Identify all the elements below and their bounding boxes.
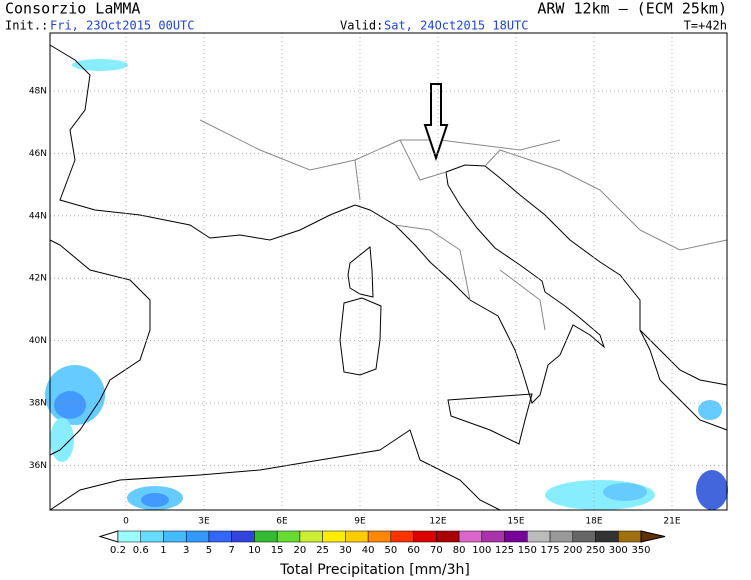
colorbar-swatch bbox=[390, 530, 414, 543]
colorbar-label: 0.6 bbox=[133, 545, 149, 556]
colorbar-label: 50 bbox=[385, 545, 398, 556]
colorbar-label: 15 bbox=[271, 545, 284, 556]
lat-label: 44N bbox=[29, 211, 47, 221]
colorbar-swatch bbox=[163, 530, 187, 543]
coast-corsica bbox=[347, 246, 374, 298]
lat-label: 48N bbox=[29, 87, 47, 97]
colorbar-swatch bbox=[231, 530, 255, 543]
colorbar-swatch bbox=[572, 530, 596, 543]
pointer-arrow bbox=[423, 83, 449, 162]
colorbar-swatch bbox=[345, 530, 369, 543]
colorbar-label: 1 bbox=[160, 545, 166, 556]
colorbar-low-end bbox=[98, 530, 119, 543]
colorbar-swatch bbox=[413, 530, 437, 543]
colorbar-label: 40 bbox=[362, 545, 375, 556]
lead-time: T=+42h bbox=[684, 19, 727, 33]
colorbar-swatch bbox=[527, 530, 551, 543]
colorbar-swatch bbox=[618, 530, 642, 543]
colorbar-label: 300 bbox=[609, 545, 628, 556]
colorbar-label: 70 bbox=[430, 545, 443, 556]
colorbar-swatch bbox=[208, 530, 232, 543]
coast-europe bbox=[49, 44, 356, 241]
colorbar-title: Total Precipitation [mm/3h] bbox=[279, 562, 470, 578]
coast-italy bbox=[354, 164, 728, 404]
title: Consorzio LaMMA bbox=[5, 0, 140, 18]
colorbar-swatch bbox=[322, 530, 346, 543]
colorbar-swatch bbox=[595, 530, 619, 543]
colorbar-label: 0.2 bbox=[110, 545, 126, 556]
coast-sardinia bbox=[339, 297, 382, 376]
colorbar-swatch bbox=[117, 530, 141, 543]
colorbar-label: 175 bbox=[540, 545, 559, 556]
lat-label: 42N bbox=[29, 274, 47, 284]
coast-greece bbox=[639, 329, 728, 431]
colorbar-label: 350 bbox=[631, 545, 650, 556]
lon-label: 15E bbox=[507, 517, 524, 527]
colorbar-swatch bbox=[367, 530, 392, 543]
lon-label: 12E bbox=[429, 517, 446, 527]
borders bbox=[199, 119, 728, 331]
colorbar-label: 30 bbox=[339, 545, 352, 556]
lon-label: 0 bbox=[123, 517, 129, 527]
colorbar-swatch bbox=[436, 530, 460, 543]
model: ARW 12km – (ECM 25km) bbox=[537, 0, 727, 18]
lat-label: 38N bbox=[29, 399, 47, 409]
lon-label: 3E bbox=[198, 517, 210, 527]
lon-label: 21E bbox=[663, 517, 680, 527]
coast-sicily bbox=[447, 393, 533, 445]
colorbar-high-end bbox=[640, 530, 666, 543]
colorbar-swatch bbox=[458, 530, 483, 543]
colorbar-swatch bbox=[185, 530, 210, 543]
map-area bbox=[45, 33, 728, 511]
colorbar-label: 25 bbox=[316, 545, 329, 556]
colorbar-swatch bbox=[549, 530, 574, 543]
colorbar-swatch bbox=[140, 530, 164, 543]
coast-spain bbox=[49, 239, 151, 456]
map-frame bbox=[49, 32, 728, 511]
colorbar-label: 100 bbox=[472, 545, 491, 556]
precip bbox=[45, 59, 728, 510]
init-time: Fri, 23Oct2015 00UTC bbox=[50, 19, 195, 33]
colorbar-label: 250 bbox=[586, 545, 605, 556]
colorbar-swatch bbox=[504, 530, 528, 543]
colorbar-label: 10 bbox=[248, 545, 261, 556]
coast-africa bbox=[49, 429, 501, 511]
colorbar-swatch bbox=[299, 530, 323, 543]
colorbar-swatch bbox=[254, 530, 278, 543]
colorbar-label: 5 bbox=[206, 545, 212, 556]
colorbar-label: 7 bbox=[229, 545, 235, 556]
lat-label: 40N bbox=[29, 336, 47, 346]
valid-time: Sat, 24Oct2015 18UTC bbox=[384, 19, 529, 33]
valid-label: Valid: bbox=[340, 19, 383, 33]
colorbar-swatch bbox=[276, 530, 301, 543]
colorbar-label: 80 bbox=[453, 545, 466, 556]
colorbar-label: 20 bbox=[294, 545, 307, 556]
lon-label: 9E bbox=[354, 517, 366, 527]
colorbar-label: 60 bbox=[407, 545, 420, 556]
init-label: Init.: bbox=[5, 19, 48, 33]
colorbar-label: 3 bbox=[183, 545, 189, 556]
colorbar-label: 200 bbox=[563, 545, 582, 556]
colorbar-swatch bbox=[481, 530, 505, 543]
colorbar-label: 125 bbox=[495, 545, 514, 556]
lat-label: 36N bbox=[29, 461, 47, 471]
colorbar-label: 150 bbox=[518, 545, 537, 556]
lat-label: 46N bbox=[29, 149, 47, 159]
lon-label: 18E bbox=[585, 517, 602, 527]
lon-label: 6E bbox=[276, 517, 288, 527]
